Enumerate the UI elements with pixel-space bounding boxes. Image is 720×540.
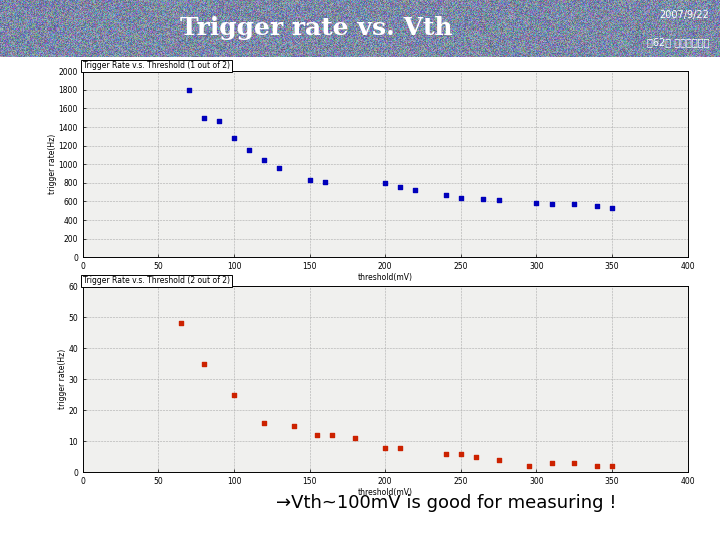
Point	[289, 422, 300, 430]
Point	[531, 199, 542, 207]
Point	[493, 456, 505, 464]
Point	[410, 186, 421, 194]
X-axis label: threshold(mV): threshold(mV)	[358, 488, 413, 497]
Point	[395, 183, 406, 192]
Point	[395, 443, 406, 452]
Point	[440, 449, 451, 458]
X-axis label: threshold(mV): threshold(mV)	[358, 273, 413, 281]
Point	[176, 319, 187, 328]
Point	[569, 458, 580, 467]
Point	[523, 462, 534, 470]
Point	[304, 176, 315, 184]
Text: Trigger Rate v.s. Threshold (1 out of 2): Trigger Rate v.s. Threshold (1 out of 2)	[83, 62, 230, 70]
Point	[198, 360, 210, 368]
Text: Trigger rate vs. Vth: Trigger rate vs. Vth	[181, 16, 453, 40]
Point	[606, 462, 618, 470]
Point	[478, 194, 490, 203]
Point	[312, 431, 323, 440]
Point	[228, 134, 240, 143]
Point	[455, 193, 467, 202]
Point	[258, 418, 270, 427]
Point	[379, 179, 391, 187]
Y-axis label: trigger rate(Hz): trigger rate(Hz)	[48, 134, 57, 194]
Point	[274, 164, 285, 172]
Point	[213, 116, 225, 125]
Point	[440, 191, 451, 199]
Text: →Vth~100mV is good for measuring !: →Vth~100mV is good for measuring !	[276, 494, 616, 512]
Point	[591, 202, 603, 211]
Point	[198, 113, 210, 122]
Text: 第62回 日本物理学会: 第62回 日本物理学会	[647, 37, 709, 47]
Point	[493, 195, 505, 204]
Point	[569, 200, 580, 208]
Point	[606, 204, 618, 212]
Point	[319, 178, 330, 186]
Point	[546, 200, 557, 208]
Point	[243, 146, 255, 154]
Y-axis label: trigger rate(Hz): trigger rate(Hz)	[58, 349, 67, 409]
Point	[470, 453, 482, 461]
Point	[349, 434, 361, 443]
Point	[327, 431, 338, 440]
Point	[455, 449, 467, 458]
Point	[183, 85, 194, 94]
Text: 2007/9/22: 2007/9/22	[660, 10, 709, 20]
Point	[228, 390, 240, 399]
Text: Trigger Rate v.s. Threshold (2 out of 2): Trigger Rate v.s. Threshold (2 out of 2)	[83, 276, 230, 286]
Point	[546, 458, 557, 467]
Point	[591, 462, 603, 470]
Point	[258, 156, 270, 164]
Point	[379, 443, 391, 452]
